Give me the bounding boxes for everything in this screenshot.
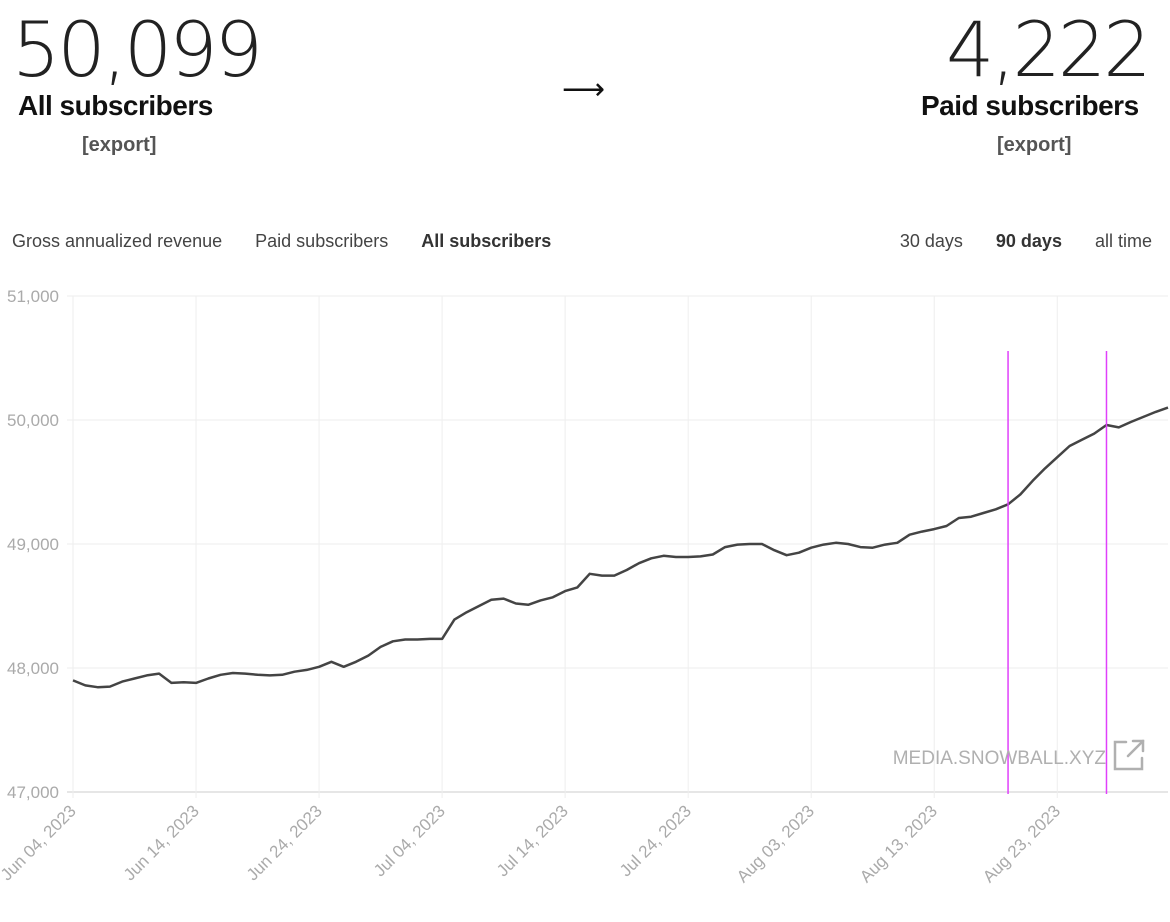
tab-gross-annualized-revenue[interactable]: Gross annualized revenue	[12, 231, 223, 251]
y-tick-label: 51,000	[7, 287, 59, 306]
external-link-icon	[1113, 739, 1145, 771]
subscribers-line-chart: 51,000 50,000 49,000 48,000 47,000 Jun 04, 2…	[0, 287, 1169, 886]
x-tick-label: Jul 24, 2023	[616, 801, 695, 880]
series-line	[72, 406, 1169, 689]
arrow-icon: ⟶	[562, 72, 606, 107]
watermark[interactable]: MEDIA.SNOWBALL.XYZ	[893, 739, 1145, 771]
all-subscribers-value: 50,099	[12, 5, 263, 94]
x-tick-label: Jun 04, 2023	[0, 801, 80, 884]
tab-90-days[interactable]: 90 days	[995, 231, 1062, 251]
tab-all-subscribers[interactable]: All subscribers	[421, 231, 552, 251]
paid-subscribers-value: 4,222	[946, 5, 1152, 94]
grid	[67, 295, 1168, 798]
x-tick-label: Jul 14, 2023	[493, 801, 572, 880]
x-tick-label: Jun 14, 2023	[120, 801, 203, 884]
y-tick-label: 50,000	[7, 411, 59, 430]
x-tick-label: Aug 23, 2023	[979, 801, 1064, 886]
tab-paid-subscribers[interactable]: Paid subscribers	[255, 231, 389, 251]
y-tick-label: 47,000	[7, 783, 59, 802]
paid-subscribers-label: Paid subscribers	[921, 90, 1139, 121]
x-tick-label: Jun 24, 2023	[243, 801, 326, 884]
x-tick-label: Jul 04, 2023	[370, 801, 449, 880]
paid-subscribers-export-link[interactable]: [export]	[997, 134, 1072, 156]
all-subscribers-export-link[interactable]: [export]	[82, 134, 157, 156]
x-tick-label: Aug 03, 2023	[733, 801, 818, 886]
tab-30-days[interactable]: 30 days	[899, 231, 963, 251]
tab-all-time[interactable]: all time	[1094, 231, 1152, 251]
all-subscribers-label: All subscribers	[18, 90, 213, 121]
y-axis-ticks: 51,000 50,000 49,000 48,000 47,000	[7, 287, 59, 802]
metric-tabs: Gross annualized revenue Paid subscriber…	[12, 231, 579, 252]
y-tick-label: 49,000	[7, 535, 59, 554]
x-tick-label: Aug 13, 2023	[856, 801, 941, 886]
y-tick-label: 48,000	[7, 659, 59, 678]
range-tabs: 30 days 90 days all time	[872, 231, 1152, 252]
x-axis-ticks: Jun 04, 2023 Jun 14, 2023 Jun 24, 2023 Jul …	[0, 801, 1064, 886]
watermark-text: MEDIA.SNOWBALL.XYZ	[893, 748, 1107, 769]
event-markers	[1007, 351, 1108, 794]
